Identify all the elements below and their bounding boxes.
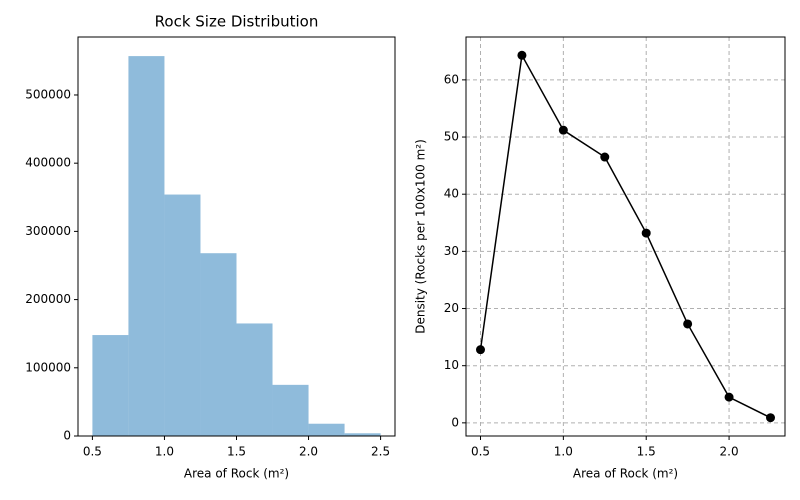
bar	[272, 384, 309, 436]
y-tick-label: 0	[451, 415, 459, 429]
marker	[558, 125, 568, 135]
x-tick-label: 2.0	[299, 445, 318, 459]
x-axis-label: Area of Rock (m²)	[573, 467, 678, 481]
bar	[92, 335, 129, 436]
bar	[236, 323, 273, 436]
bar	[308, 423, 345, 436]
y-tick-label: 40	[444, 187, 459, 201]
chart-title: Rock Size Distribution	[155, 13, 319, 31]
y-tick-label: 50	[444, 130, 459, 144]
x-tick-label: 2.5	[371, 445, 390, 459]
x-tick-label: 1.5	[637, 445, 656, 459]
x-tick-label: 2.0	[720, 445, 739, 459]
y-tick-label: 0	[63, 429, 71, 443]
marker	[517, 50, 527, 60]
axes-frame	[77, 36, 396, 437]
x-tick-label: 1.0	[155, 445, 174, 459]
marker	[724, 392, 734, 402]
bar	[164, 194, 201, 436]
marker	[600, 152, 610, 162]
y-tick-label: 500000	[25, 87, 71, 101]
x-tick-label: 0.5	[83, 445, 102, 459]
x-tick-label: 1.0	[554, 445, 573, 459]
y-tick-label: 20	[444, 301, 459, 315]
marker	[683, 319, 693, 329]
y-axis-label: Density (Rocks per 100x100 m²)	[414, 139, 428, 334]
y-tick-label: 300000	[25, 224, 71, 238]
bar	[344, 433, 381, 436]
y-tick-label: 10	[444, 358, 459, 372]
marker	[476, 345, 485, 355]
axes-frame	[465, 36, 786, 437]
x-axis-label: Area of Rock (m²)	[184, 467, 289, 481]
y-tick-label: 100000	[25, 360, 71, 374]
x-tick-label: 1.5	[227, 445, 246, 459]
y-tick-label: 200000	[25, 292, 71, 306]
marker	[641, 228, 651, 238]
x-tick-label: 0.5	[471, 445, 490, 459]
y-tick-label: 400000	[25, 156, 71, 170]
marker	[766, 413, 775, 423]
y-tick-label: 60	[444, 72, 459, 86]
bar	[128, 56, 165, 436]
line	[479, 52, 771, 419]
bar	[200, 253, 237, 436]
y-tick-label: 30	[444, 244, 459, 258]
